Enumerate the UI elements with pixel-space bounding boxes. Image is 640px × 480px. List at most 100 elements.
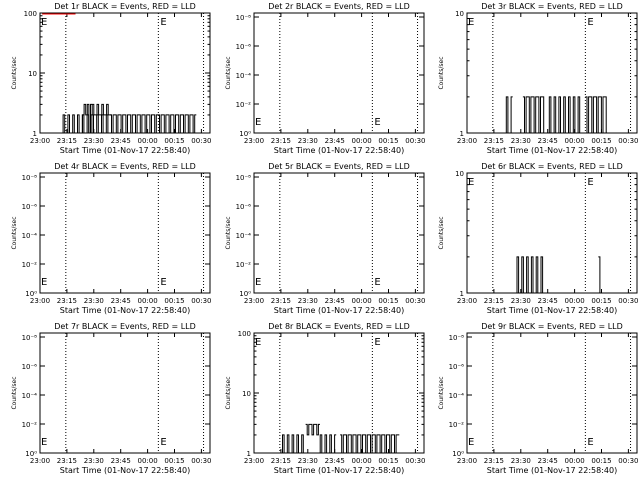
p4-plot-frame	[39, 172, 211, 294]
p6-ylabel: Counts/sec	[438, 216, 445, 249]
p9-e-marker-left: E	[468, 437, 474, 448]
p7-xtick-label: 00:00	[138, 457, 158, 465]
p2-ytick-label: 10⁰	[239, 130, 251, 138]
p6-xtick-label: 23:30	[511, 297, 531, 305]
p2-e-marker-right: E	[374, 117, 380, 128]
p3-ytick-label: 10	[455, 10, 464, 18]
p7-ylabel: Counts/sec	[11, 376, 18, 409]
p2-xtick-label: 00:00	[352, 137, 372, 145]
p2-e-marker-left: E	[255, 117, 261, 128]
p4-ytick-label: 10⁰	[25, 290, 37, 298]
p8-ytick-label: 1	[247, 450, 251, 458]
p4-xtick-label: 00:30	[191, 297, 211, 305]
p9-ytick-label: 10⁻⁸	[449, 334, 465, 342]
p1-e-marker-right: E	[160, 17, 166, 28]
p2-ylabel: Counts/sec	[225, 56, 232, 89]
p8-event-trace	[318, 434, 337, 454]
p9-ytick-label: 10⁻²	[449, 421, 465, 429]
p3-title: Det 3r BLACK = Events, RED = LLD	[481, 2, 623, 11]
p1-event-trace	[80, 103, 93, 134]
p2-xtick-label: 23:15	[271, 137, 291, 145]
p8-event-trace	[340, 434, 400, 454]
p8-ytick-label: 10	[242, 390, 251, 398]
p3-ylabel: Counts/sec	[438, 56, 445, 89]
p5-ytick-label: 10⁻⁴	[236, 232, 252, 240]
p4-xtick-label: 23:15	[57, 297, 77, 305]
p8-e-marker-left: E	[255, 337, 261, 348]
p4-ytick-label: 10⁻⁸	[22, 174, 38, 182]
p6-xtick-label: 23:15	[484, 297, 504, 305]
p4-xtick-label: 23:30	[84, 297, 104, 305]
p7-xtick-label: 00:15	[164, 457, 184, 465]
p7-xtick-label: 23:00	[30, 457, 50, 465]
p5-title: Det 5r BLACK = Events, RED = LLD	[268, 162, 410, 171]
p1-title: Det 1r BLACK = Events, RED = LLD	[54, 2, 196, 11]
p8-xtick-label: 00:30	[405, 457, 425, 465]
p4-xtick-label: 23:00	[30, 297, 50, 305]
p6-xtick-label: 00:15	[591, 297, 611, 305]
p4-title: Det 4r BLACK = Events, RED = LLD	[54, 162, 196, 171]
p8-title: Det 8r BLACK = Events, RED = LLD	[268, 322, 410, 331]
p6-xtick-label: 00:00	[565, 297, 585, 305]
p9-ytick-label: 10⁻⁶	[449, 363, 465, 371]
p5-xtick-label: 23:15	[271, 297, 291, 305]
p3-event-trace	[522, 96, 546, 134]
p5-ytick-label: 10⁻²	[236, 261, 252, 269]
p9-ytick-label: 10⁻⁴	[449, 392, 465, 400]
p2-ytick-label: 10⁻⁴	[236, 72, 252, 80]
p6-event-trace	[515, 256, 546, 294]
p4-xlabel: Start Time (01-Nov-17 22:58:40)	[60, 306, 190, 315]
p9-title: Det 9r BLACK = Events, RED = LLD	[481, 322, 623, 331]
p2-xtick-label: 00:30	[405, 137, 425, 145]
p1-xtick-label: 23:15	[57, 137, 77, 145]
p6-xtick-label: 00:30	[618, 297, 638, 305]
p5-ytick-label: 10⁰	[239, 290, 251, 298]
p3-xtick-label: 00:15	[591, 137, 611, 145]
p7-xtick-label: 23:15	[57, 457, 77, 465]
p5-plot-frame	[253, 172, 425, 294]
p9-xtick-label: 23:45	[538, 457, 558, 465]
p4-ylabel: Counts/sec	[11, 216, 18, 249]
p6-xlabel: Start Time (01-Nov-17 22:58:40)	[487, 306, 617, 315]
p9-xtick-label: 00:30	[618, 457, 638, 465]
p2-ytick-label: 10⁻²	[236, 101, 252, 109]
p9-xtick-label: 23:30	[511, 457, 531, 465]
p7-xtick-label: 00:30	[191, 457, 211, 465]
p2-ytick-label: 10⁻⁸	[236, 14, 252, 22]
p8-xtick-label: 23:15	[271, 457, 291, 465]
p2-xtick-label: 23:45	[325, 137, 345, 145]
p2-xtick-label: 23:00	[244, 137, 264, 145]
p4-ytick-label: 10⁻⁶	[22, 203, 38, 211]
p3-event-trace	[504, 96, 513, 134]
p3-e-marker-left: E	[468, 17, 474, 28]
p7-xlabel: Start Time (01-Nov-17 22:58:40)	[60, 466, 190, 475]
p6-e-marker-left: E	[468, 177, 474, 188]
p7-ytick-label: 10⁻²	[22, 421, 38, 429]
p1-xtick-label: 23:30	[84, 137, 104, 145]
p4-e-marker-right: E	[160, 277, 166, 288]
p1-xtick-label: 00:00	[138, 137, 158, 145]
p2-xtick-label: 23:30	[298, 137, 318, 145]
p7-ytick-label: 10⁰	[25, 450, 37, 458]
p5-xtick-label: 23:45	[325, 297, 345, 305]
p5-xtick-label: 23:00	[244, 297, 264, 305]
p2-title: Det 2r BLACK = Events, RED = LLD	[268, 2, 410, 11]
p5-ylabel: Counts/sec	[225, 216, 232, 249]
p4-xtick-label: 23:45	[111, 297, 131, 305]
p6-ytick-label: 10	[455, 170, 464, 178]
p4-xtick-label: 00:15	[164, 297, 184, 305]
p9-e-marker-right: E	[587, 437, 593, 448]
p1-ylabel: Counts/sec	[11, 56, 18, 89]
p7-ytick-label: 10⁻⁴	[22, 392, 38, 400]
p7-xtick-label: 23:45	[111, 457, 131, 465]
p8-ylabel: Counts/sec	[225, 376, 232, 409]
p2-ytick-label: 10⁻⁶	[236, 43, 252, 51]
p9-ylabel: Counts/sec	[438, 376, 445, 409]
p2-xlabel: Start Time (01-Nov-17 22:58:40)	[274, 146, 404, 155]
p7-xtick-label: 23:30	[84, 457, 104, 465]
p3-event-trace	[585, 96, 608, 134]
p5-xtick-label: 00:15	[378, 297, 398, 305]
p8-ytick-label: 100	[238, 330, 251, 338]
p3-ytick-label: 1	[460, 130, 464, 138]
